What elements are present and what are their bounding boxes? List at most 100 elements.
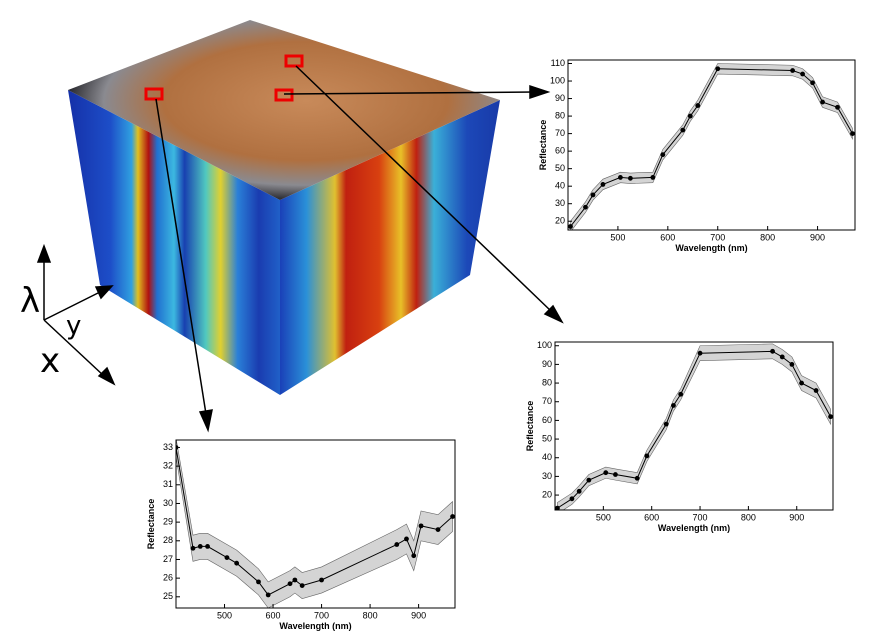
point [568,224,573,229]
roi-marker [274,88,294,102]
y-tick-label: 70 [542,396,552,406]
point [618,175,623,180]
y-tick-label: 20 [555,216,565,226]
point [555,505,560,510]
x-tick-label: 900 [411,610,426,620]
y-tick-label: 100 [537,340,552,350]
point [569,496,575,502]
plot-area [555,343,833,510]
axes-glyph [36,243,116,386]
y-tick-label: 20 [542,489,552,499]
point [603,470,609,476]
x-tick-label: 700 [314,610,329,620]
line-chart: 20 30 40 50 60 70 80 90 100 500 600 700 800 900 Wavele… [525,340,834,533]
cube-left-face [68,90,280,395]
y-tick-label: 40 [542,452,552,462]
y-axis-label: Reflectance [525,401,535,452]
y-tick-label: 30 [555,198,565,208]
y-tick-label: 60 [555,146,565,156]
arrow-head [198,409,213,433]
point [435,527,441,532]
x-tick-label: 800 [741,512,756,522]
point [828,414,833,420]
point [319,577,324,583]
plot-frame [175,439,456,609]
x-tick-label: 600 [644,512,659,522]
y-tick-label: 100 [550,75,565,85]
x-axis-label: Wavelength (nm) [658,523,730,533]
point [810,80,815,86]
roi-marker [284,54,304,68]
point [576,488,582,494]
y-tick-label: 29 [163,517,173,527]
cube [68,20,500,395]
x-axis-label: Wavelength (nm) [675,243,747,253]
point [715,66,721,72]
point [789,362,795,367]
y-tick-label: 90 [542,359,552,369]
cube-top-face [68,20,500,200]
x-axis-label: Wavelength (nm) [279,621,351,631]
point [404,536,409,542]
arrows [155,65,564,433]
line-chart: 25 26 27 28 29 30 31 32 33 500 600 700 800 900 Wavelen… [146,439,456,631]
y-tick-label: 110 [551,58,565,68]
y-tick-label: 28 [163,535,173,545]
point [583,204,588,210]
y-tick-label: 30 [163,498,173,508]
point [687,113,693,119]
point [799,380,804,386]
y-tick-label: 80 [555,110,565,120]
arrow-head [529,84,551,100]
arrow [295,65,553,313]
y-tick-label: 50 [542,433,552,443]
y-tick-label: 25 [163,591,173,601]
error-band [570,63,853,230]
point [800,71,805,77]
x-tick-label: 500 [217,610,232,620]
arrow [155,98,207,415]
y-tick-label: 80 [542,377,552,387]
x-tick-label: 900 [810,232,825,242]
point [197,544,203,549]
y-tick-label: 31 [163,479,173,489]
point [644,453,650,459]
point [411,553,417,559]
axis-label: y [66,311,81,341]
point [634,475,640,481]
point [835,104,840,110]
point [671,403,676,408]
point [790,68,796,73]
line [557,350,832,509]
point [813,388,819,393]
point [265,592,271,598]
point [660,152,666,158]
x-tick-label: 600 [660,232,675,242]
y-tick-label: 27 [163,554,173,564]
y-tick-label: 33 [163,442,173,452]
y-tick-label: 40 [555,181,565,191]
x-tick-label: 600 [266,610,281,620]
plot-area [568,63,855,230]
y-axis-label: Reflectance [146,499,156,550]
point [590,192,596,198]
axis-label: x [40,341,60,381]
x-tick-label: 800 [760,232,775,242]
point [299,583,305,588]
point [663,421,669,427]
point [650,175,656,180]
point [695,103,701,108]
y-tick-label: 60 [542,415,552,425]
x-tick-label: 900 [789,512,804,522]
point [234,560,240,566]
point [418,523,424,529]
line-chart: 20 30 40 50 60 70 80 90 100 110 500 600 700 800 900 Wav… [538,58,856,253]
point [224,555,230,560]
arrow-head [543,304,564,324]
point [450,514,455,519]
error-band [557,343,831,510]
point [205,544,210,549]
y-tick-label: 32 [163,461,173,471]
x-tick-label: 500 [596,512,611,522]
